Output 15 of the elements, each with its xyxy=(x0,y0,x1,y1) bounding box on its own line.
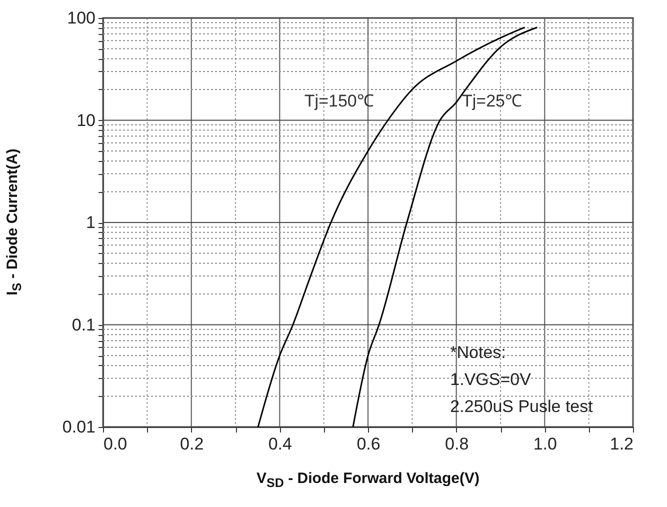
series-label: Tj=25℃ xyxy=(462,91,522,110)
x-tick-label: 1.2 xyxy=(610,434,634,454)
x-tick-label: 0.8 xyxy=(445,434,469,454)
y-tick-label: 1 xyxy=(86,213,96,232)
y-tick-label: 0.1 xyxy=(72,315,96,334)
y-tick-label: 100 xyxy=(67,8,96,28)
y-tick-label: 10 xyxy=(76,110,96,130)
x-tick-label: 0.0 xyxy=(104,434,128,454)
x-axis-title: V$_{SD}$ - Diode Forward Voltage(V) xyxy=(256,470,480,490)
x-tick-label: 1.0 xyxy=(533,434,557,454)
annotation: *Notes: xyxy=(450,343,506,362)
x-tick-label: 0.6 xyxy=(356,434,380,454)
x-tick-label: 0.2 xyxy=(180,434,204,454)
x-tick-label: 0.4 xyxy=(268,434,292,454)
y-tick-label: 0.01 xyxy=(62,418,96,436)
